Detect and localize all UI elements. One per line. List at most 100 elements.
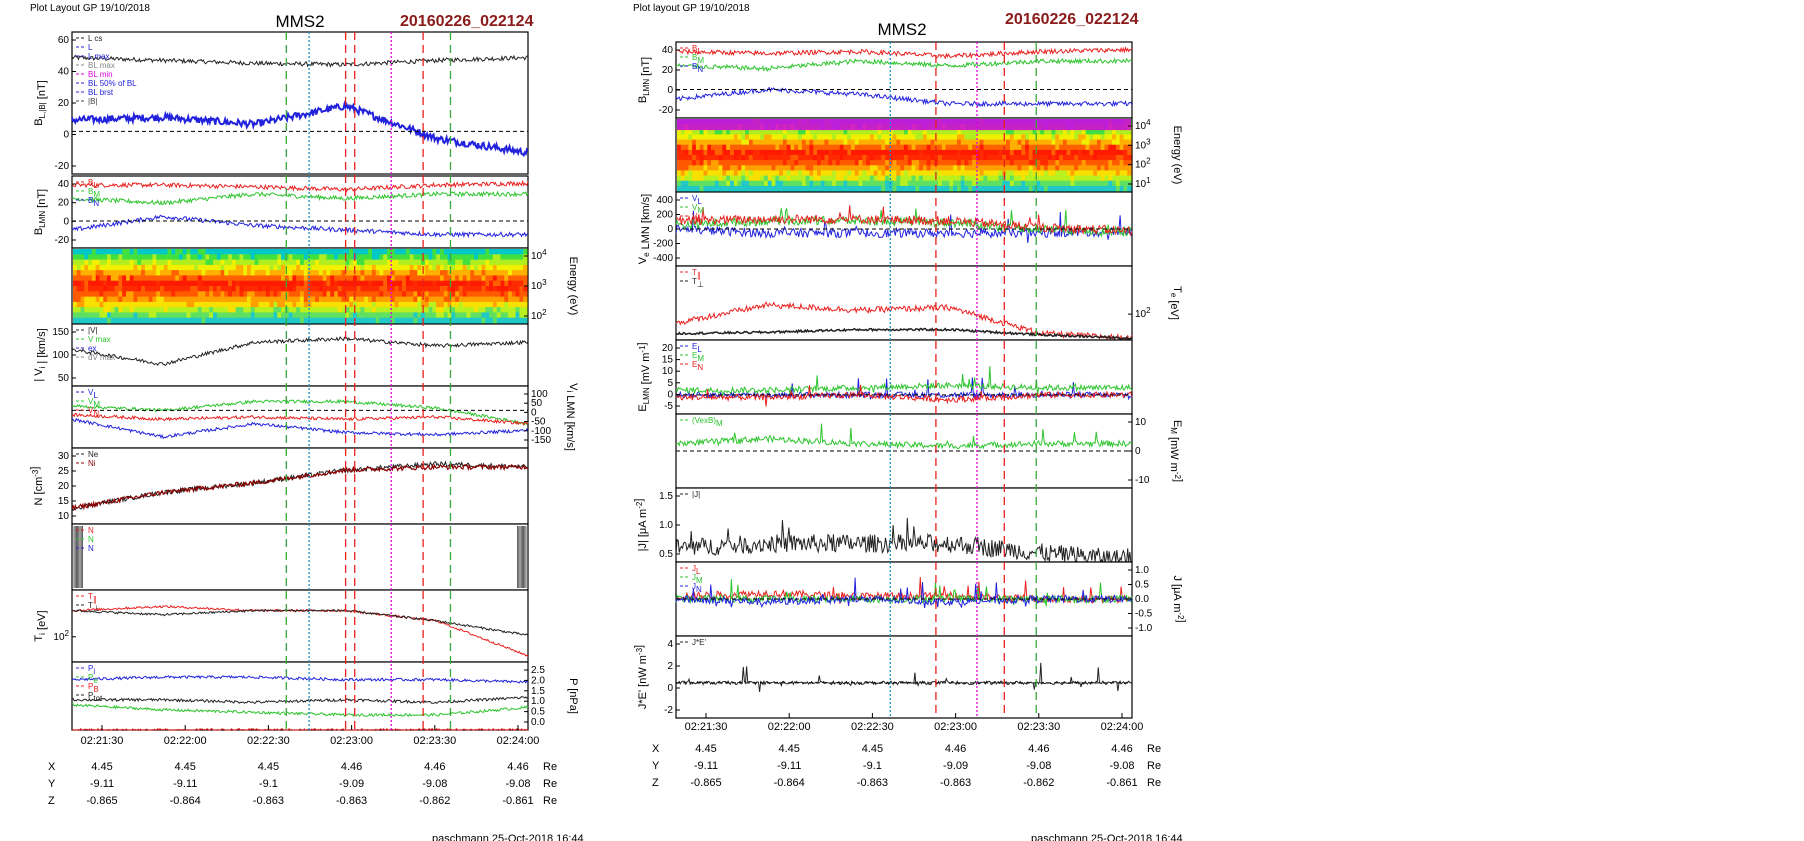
spectrogram-cell [496, 249, 501, 255]
spectrogram-cell [881, 134, 886, 140]
spectrogram-cell [345, 259, 350, 266]
spectrogram-cell [1074, 139, 1079, 146]
spectrogram-cell [726, 144, 731, 151]
spectrogram-cell [129, 317, 135, 324]
spectrogram-cell [421, 275, 426, 282]
spectrogram-cell [519, 296, 524, 303]
spectrogram-cell [197, 249, 203, 255]
spectrogram-cell [186, 280, 191, 287]
spectrogram-cell [443, 280, 449, 287]
spectrogram-cell [684, 129, 689, 135]
spectrogram-cell [1115, 170, 1121, 176]
spectrogram-cell [1044, 160, 1049, 166]
spectrogram-cell [809, 155, 814, 161]
spectrogram-cell [504, 275, 509, 282]
spectrogram-cell [443, 275, 449, 282]
spectrogram-cell [300, 264, 305, 271]
right-coord-value: 4.45 [695, 743, 716, 755]
spectrogram-cell [76, 275, 82, 282]
spectrogram-cell [99, 280, 104, 287]
spectrogram-cell [209, 317, 214, 324]
spectrogram-cell [443, 296, 449, 303]
spectrogram-cell [1097, 149, 1102, 156]
spectrogram-cell [722, 160, 727, 166]
spectrogram-cell [847, 180, 852, 187]
spectrogram-cell [84, 270, 89, 276]
spectrogram-cell [300, 270, 305, 276]
spectrogram-cell [424, 254, 430, 261]
spectrogram-cell [201, 317, 206, 324]
spectrogram-cell [820, 170, 826, 176]
spectrogram-cell [957, 139, 962, 146]
spectrogram-cell [451, 280, 456, 287]
spectrogram-cell [960, 180, 966, 187]
spectrogram-cell [284, 270, 290, 276]
spectrogram-cell [330, 296, 335, 303]
spectrogram-cell [432, 270, 437, 276]
spectrogram-cell [405, 280, 411, 287]
spectrogram-cell [485, 254, 490, 261]
right-ytick-label: 20 [662, 343, 674, 354]
spectrogram-cell [440, 254, 445, 261]
spectrogram-cell [349, 301, 354, 308]
spectrogram-cell [900, 144, 905, 151]
spectrogram-cell [163, 317, 169, 324]
spectrogram-cell [107, 301, 112, 308]
spectrogram-cell [160, 301, 165, 308]
spectrogram-cell [767, 134, 773, 140]
spectrogram-cell [1006, 134, 1011, 140]
spectrogram-cell [1104, 185, 1109, 192]
spectrogram-cell [835, 170, 841, 176]
spectrogram-cell [364, 270, 369, 276]
spectrogram-cell [470, 291, 475, 298]
spectrogram-cell [220, 264, 225, 271]
spectrogram-cell [186, 301, 191, 308]
spectrogram-cell [1074, 129, 1079, 135]
spectrogram-cell [114, 249, 119, 255]
spectrogram-cell [163, 275, 169, 282]
spectrogram-cell [1040, 149, 1045, 156]
spectrogram-cell [968, 170, 973, 176]
spectrogram-cell [805, 149, 810, 156]
spectrogram-cell [817, 170, 822, 176]
spectrogram-cell [688, 155, 693, 161]
spectrogram-cell [337, 275, 343, 282]
spectrogram-cell [209, 270, 214, 276]
spectrogram-cell [1108, 185, 1113, 192]
spectrogram-cell [1017, 149, 1022, 156]
spectrogram-cell [519, 317, 524, 324]
spectrogram-cell [1032, 144, 1037, 151]
spectrogram-cell [1078, 149, 1083, 156]
left-ytick-label: 50 [58, 373, 70, 384]
spectrogram-cell [118, 291, 123, 298]
spectrogram-cell [402, 317, 407, 324]
spectrogram-cell [110, 280, 116, 287]
spectrogram-cell [949, 144, 954, 151]
spectrogram-cell [714, 134, 720, 140]
spectrogram-cell [477, 312, 483, 319]
spectrogram-cell [95, 270, 100, 276]
spectrogram-cell [356, 270, 362, 276]
spectrogram-cell [137, 275, 142, 282]
spectrogram-cell [387, 307, 392, 313]
spectrogram-cell [428, 249, 433, 255]
spectrogram-cell [122, 296, 127, 303]
spectrogram-cell [402, 270, 407, 276]
spectrogram-cell [88, 264, 93, 271]
spectrogram-cell [175, 259, 180, 266]
spectrogram-cell [103, 264, 108, 271]
spectrogram-cell [330, 286, 335, 292]
spectrogram-cell [413, 249, 418, 255]
spectrogram-cell [813, 144, 818, 151]
spectrogram-cell [273, 296, 278, 303]
spectrogram-cell [703, 155, 708, 161]
spectrogram-cell [1032, 170, 1037, 176]
spectrogram-cell [481, 312, 486, 319]
spectrogram-cell [303, 249, 309, 255]
spectrogram-cell [711, 175, 716, 182]
spectrogram-cell [991, 175, 996, 182]
spectrogram-cell [231, 280, 237, 287]
spectrogram-cell [371, 264, 377, 271]
spectrogram-cell [341, 270, 346, 276]
